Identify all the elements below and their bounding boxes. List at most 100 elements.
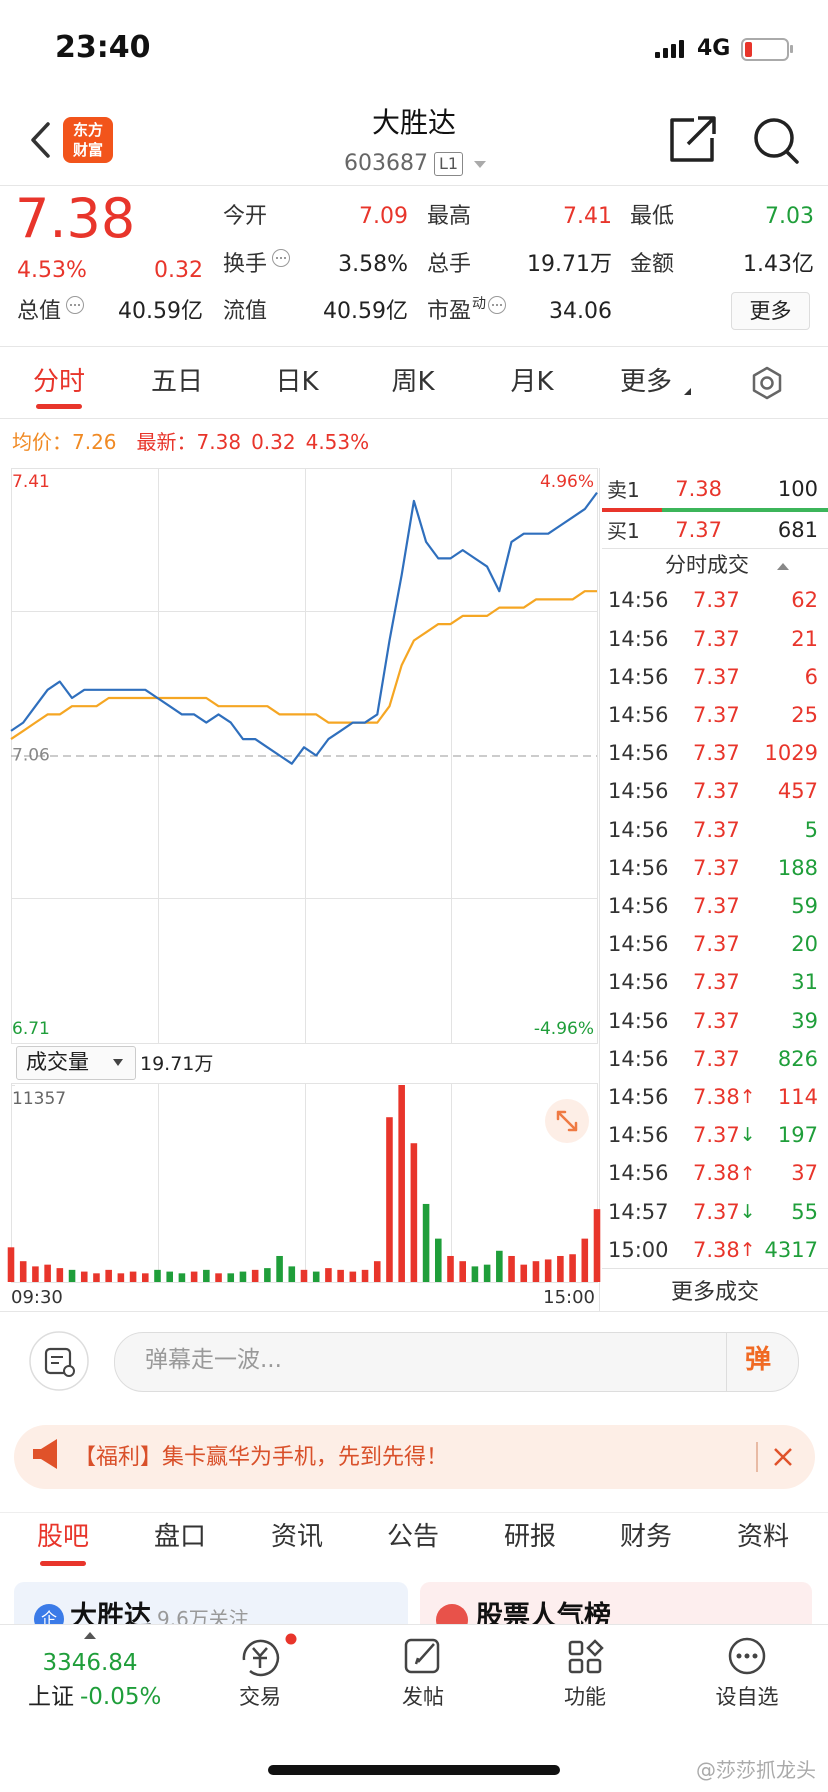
book-label: 卖1 — [607, 478, 640, 502]
stat-label: 最低 — [630, 203, 675, 229]
chart-tab[interactable]: 五日 — [150, 367, 203, 398]
expand-icon[interactable] — [545, 1099, 589, 1143]
settings-icon[interactable] — [752, 366, 782, 400]
cards-area: 企大胜达 9.6万关注 股票人气榜 — [0, 1580, 828, 1624]
more-trades[interactable]: 更多成交 — [670, 1279, 759, 1305]
trade-time: 14:56 — [608, 664, 669, 689]
trade-price: 7.37 — [693, 1046, 740, 1071]
book-price: 7.37 — [675, 518, 722, 543]
y2-tick-label: 4.96% — [540, 472, 594, 492]
more-button[interactable]: 更多 — [731, 292, 810, 330]
volume-bar — [154, 1269, 161, 1282]
card-badge: 企 — [34, 1604, 64, 1624]
bottom-nav-label[interactable]: 发帖 — [402, 1685, 444, 1710]
stat-label: 流值 — [223, 298, 268, 324]
section-tab[interactable]: 资讯 — [270, 1522, 323, 1553]
volume-bar — [581, 1238, 589, 1282]
app-logo[interactable]: 东方 财富 — [63, 117, 113, 163]
comment-input[interactable] — [114, 1332, 799, 1392]
rank-card[interactable] — [420, 1582, 812, 1624]
trade-arrow: ↓ — [739, 1200, 756, 1223]
bottom-nav-label[interactable]: 功能 — [564, 1685, 606, 1710]
stat-value: 3.58% — [338, 251, 408, 277]
function-icon[interactable] — [568, 1639, 604, 1674]
trade-price: 7.38 — [693, 1237, 740, 1262]
trade-icon[interactable] — [242, 1639, 280, 1677]
stat-label: 今开 — [223, 203, 268, 229]
trade-time: 14:56 — [608, 1123, 669, 1148]
volume-bar — [557, 1255, 564, 1282]
level-badge: L1 — [434, 152, 464, 176]
volume-bar — [325, 1268, 332, 1282]
divider — [0, 418, 828, 419]
y-tick-label: 7.06 — [12, 746, 50, 766]
volume-bar — [544, 1259, 552, 1282]
info-icon — [272, 249, 291, 267]
trade-price: 7.37 — [693, 626, 740, 651]
trade-price: 7.37 — [693, 664, 740, 689]
chart-tab[interactable]: 日K — [275, 367, 319, 398]
promo-banner[interactable] — [14, 1425, 815, 1489]
notification-dot — [285, 1633, 297, 1645]
trade-volume: 39 — [791, 1008, 818, 1033]
trade-price: 7.37 — [693, 1199, 740, 1224]
up-icon — [84, 1632, 96, 1639]
trade-price: 7.38 — [693, 1085, 740, 1109]
volume-bar — [496, 1250, 503, 1282]
trade-time: 14:56 — [608, 741, 669, 766]
trade-volume: 6 — [804, 664, 818, 689]
divider — [0, 346, 828, 347]
info-text: 最新： — [136, 430, 197, 454]
info-text: 7.38 — [196, 430, 242, 454]
section-tab[interactable]: 资料 — [736, 1522, 789, 1553]
tab-underline — [36, 404, 82, 409]
bottom-nav-label[interactable]: 设自选 — [715, 1685, 779, 1710]
section-tab[interactable]: 公告 — [386, 1522, 439, 1553]
trade-time: 14:56 — [608, 779, 669, 804]
trade-time: 14:56 — [608, 588, 669, 613]
section-tab[interactable]: 股吧 — [36, 1522, 89, 1553]
section-tab[interactable]: 盘口 — [153, 1522, 206, 1553]
trade-volume: 20 — [791, 932, 818, 957]
volume-bar — [56, 1268, 64, 1282]
dropdown-caret — [113, 1059, 123, 1066]
info-text: 7.26 — [72, 430, 117, 454]
trade-arrow: ↑ — [739, 1239, 756, 1261]
chart-tab[interactable]: 更多 — [619, 367, 672, 398]
watchlist-icon[interactable] — [728, 1637, 766, 1675]
section-tab[interactable]: 研报 — [503, 1522, 556, 1553]
status-time: 23:40 — [55, 30, 151, 65]
bottom-nav-label[interactable]: 交易 — [239, 1685, 281, 1710]
volume-bar — [459, 1261, 466, 1282]
volume-bar — [447, 1255, 454, 1282]
trade-volume: 62 — [791, 588, 818, 613]
price-line — [10, 491, 598, 765]
volume-bar — [166, 1271, 173, 1282]
chart-tab[interactable]: 分时 — [32, 367, 85, 398]
avg-line — [10, 590, 597, 741]
trade-volume: 457 — [777, 779, 818, 804]
stat-label: 总值 — [17, 298, 62, 324]
current-price: 7.38 — [15, 186, 136, 250]
input-separator — [726, 1333, 727, 1391]
volume-bar — [80, 1271, 88, 1282]
y-tick-label: 6.71 — [12, 1019, 50, 1039]
trade-time: 14:56 — [608, 855, 669, 880]
trade-time: 14:57 — [608, 1199, 669, 1224]
index-name: 上证 — [28, 1684, 74, 1711]
danmu-button[interactable]: 弹 — [745, 1345, 772, 1376]
rank-icon — [436, 1604, 468, 1624]
stat-label: 最高 — [427, 203, 472, 229]
chart-tab[interactable]: 周K — [391, 367, 435, 398]
volume-bar — [68, 1269, 76, 1282]
volume-bar — [117, 1273, 125, 1282]
volume-bar — [422, 1203, 430, 1282]
post-icon[interactable] — [404, 1638, 440, 1674]
section-tab[interactable]: 财务 — [619, 1522, 672, 1553]
volume-bar — [337, 1269, 344, 1282]
trade-time: 14:56 — [608, 1008, 669, 1033]
volume-bar — [386, 1117, 393, 1282]
stock-card[interactable] — [14, 1582, 408, 1624]
note-icon[interactable] — [29, 1331, 89, 1391]
chart-tab[interactable]: 月K — [510, 367, 554, 398]
